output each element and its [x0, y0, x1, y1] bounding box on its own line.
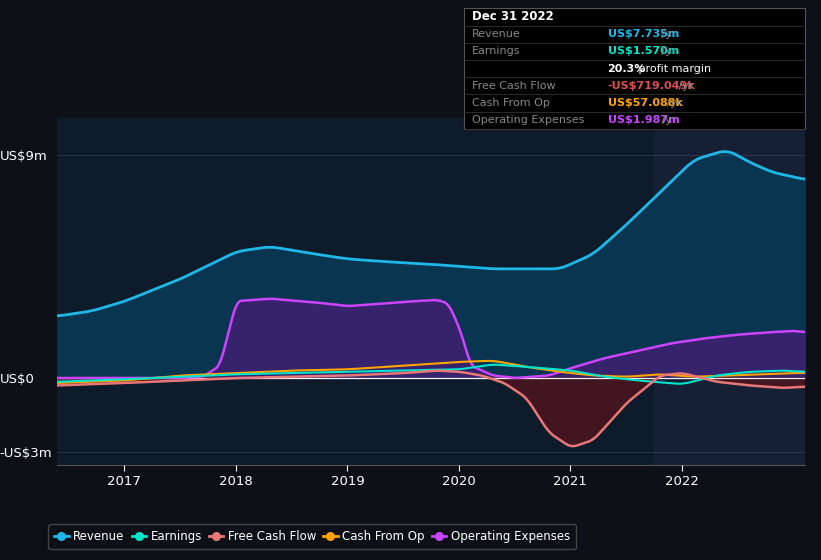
Text: US$1.987m: US$1.987m [608, 115, 679, 125]
Text: 20.3%: 20.3% [608, 64, 646, 73]
Text: /yr: /yr [658, 115, 677, 125]
Bar [654, 118, 805, 465]
Legend: Revenue, Earnings, Free Cash Flow, Cash From Op, Operating Expenses: Revenue, Earnings, Free Cash Flow, Cash … [48, 524, 576, 549]
Text: US$7.735m: US$7.735m [608, 29, 679, 39]
Text: Earnings: Earnings [472, 46, 521, 57]
Text: /yr: /yr [658, 29, 677, 39]
Text: Free Cash Flow: Free Cash Flow [472, 81, 556, 91]
Text: Operating Expenses: Operating Expenses [472, 115, 585, 125]
Text: /yr: /yr [663, 98, 682, 108]
Text: Revenue: Revenue [472, 29, 521, 39]
Text: Cash From Op: Cash From Op [472, 98, 550, 108]
Text: /yr: /yr [658, 46, 677, 57]
Text: -US$719.049k: -US$719.049k [608, 81, 695, 91]
Text: Dec 31 2022: Dec 31 2022 [472, 11, 554, 24]
Text: US$57.088k: US$57.088k [608, 98, 682, 108]
Text: US$1.570m: US$1.570m [608, 46, 679, 57]
Text: /yr: /yr [675, 81, 693, 91]
Text: profit margin: profit margin [635, 64, 712, 73]
